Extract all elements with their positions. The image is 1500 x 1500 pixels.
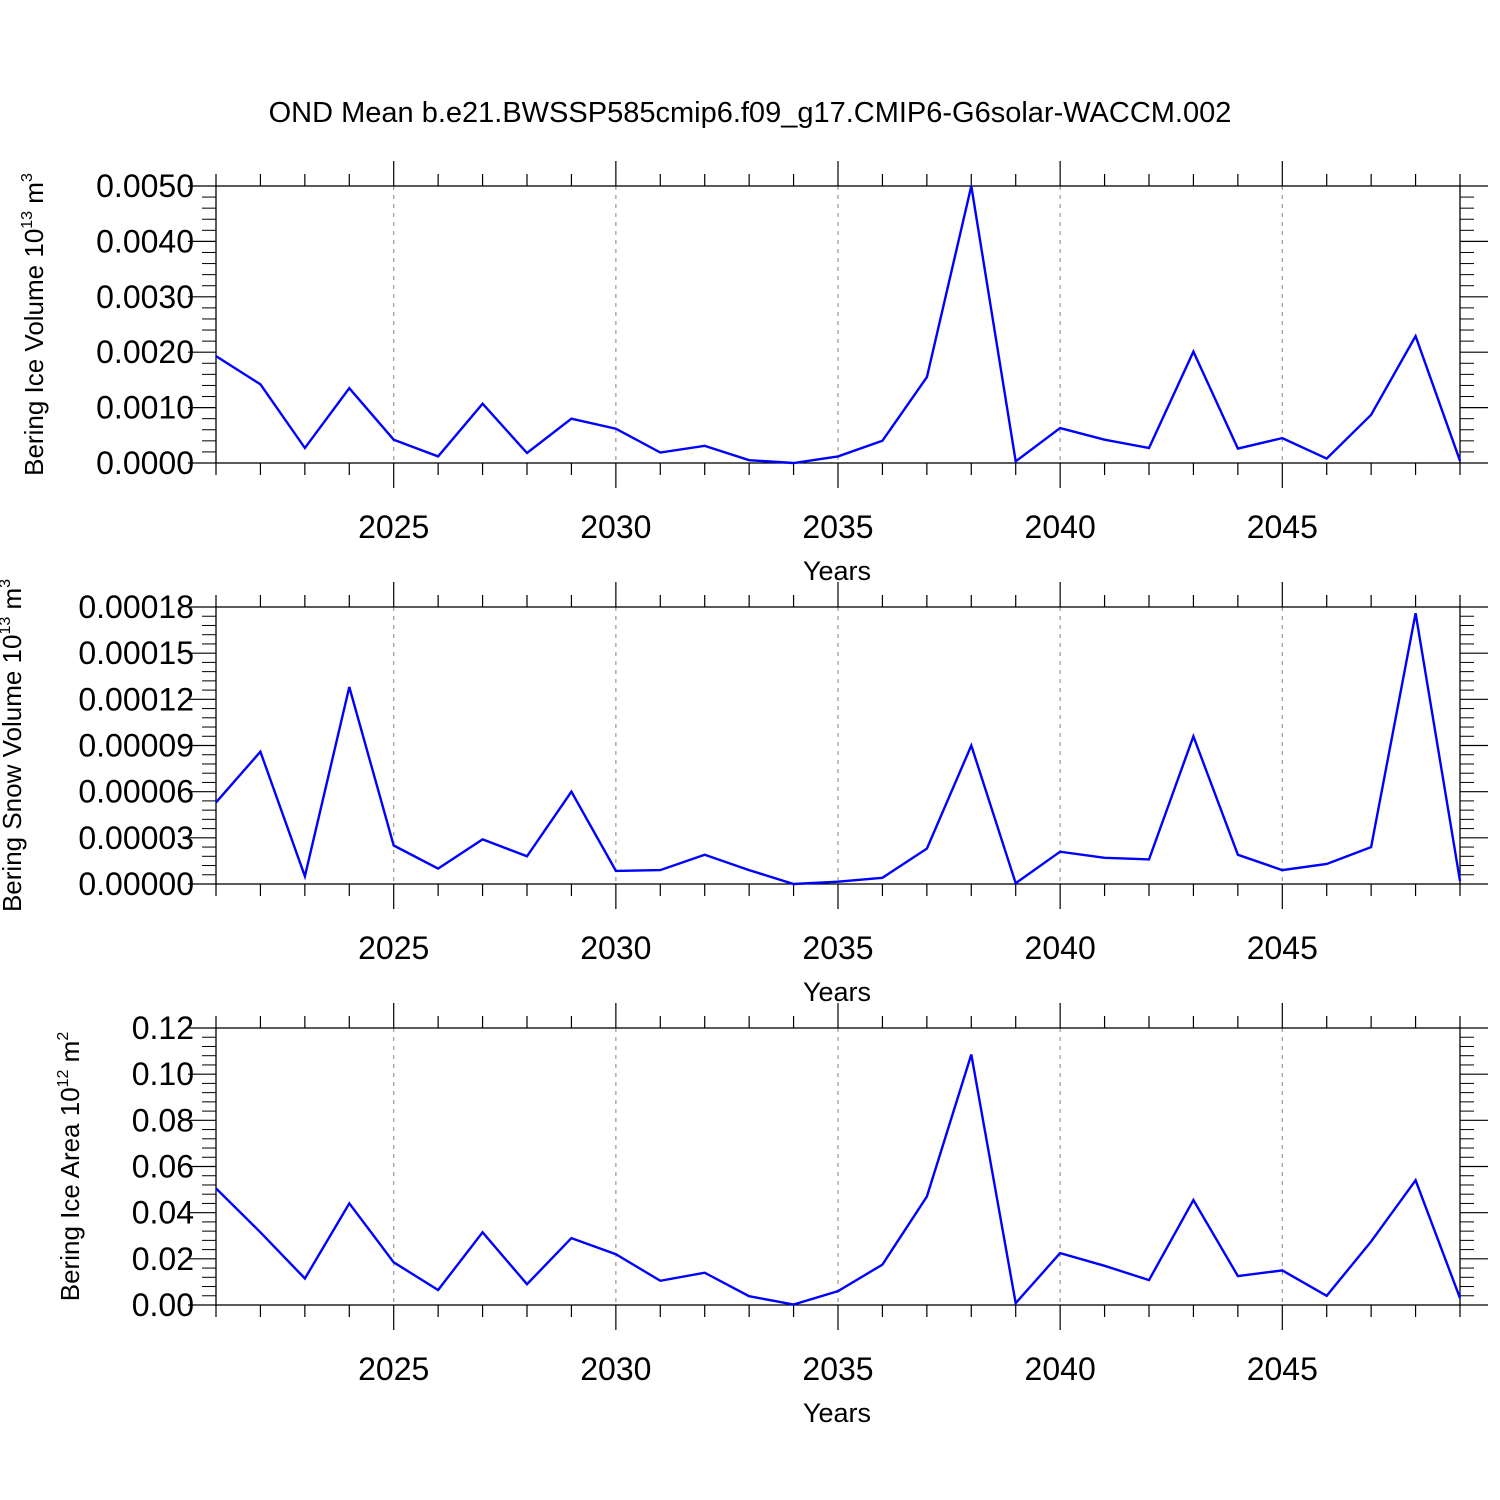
y-tick-label: 0.12 xyxy=(132,1010,194,1046)
y-axis-label: Bering Ice Area 1012 m2 xyxy=(55,1032,85,1302)
x-axis-label: Years xyxy=(803,977,871,1007)
x-axis-label: Years xyxy=(803,556,871,586)
y-tick-label: 0.00003 xyxy=(78,820,194,856)
panels: 2025 2030 2035 2040 2045 0.0000 0.0010 0.0020 0.… xyxy=(0,161,1488,1428)
y-tick-label: 0.00015 xyxy=(78,635,194,671)
x-tick-label: 2035 xyxy=(802,930,873,966)
x-tick-label: 2045 xyxy=(1247,1351,1318,1387)
figure-title: OND Mean b.e21.BWSSP585cmip6.f09_g17.CMI… xyxy=(269,97,1232,129)
y-tick-label: 0.00018 xyxy=(78,589,194,625)
panel-3: 2025 2030 2035 2040 2045 0.00 0.02 0.04 0.06 0.08… xyxy=(55,1003,1488,1428)
x-tick-label: 2040 xyxy=(1025,930,1096,966)
y-tick-label: 0.0030 xyxy=(96,279,194,315)
y-axis-label: Bering Ice Volume 1013 m3 xyxy=(19,173,49,476)
x-tick-label: 2045 xyxy=(1247,509,1318,545)
x-tick-label: 2025 xyxy=(358,1351,429,1387)
x-tick-label: 2025 xyxy=(358,509,429,545)
y-tick-label: 0.02 xyxy=(132,1241,194,1277)
y-tick-label: 0.10 xyxy=(132,1056,194,1092)
y-tick-label: 0.0050 xyxy=(96,168,194,204)
y-tick-label: 0.04 xyxy=(132,1195,194,1231)
x-tick-label: 2040 xyxy=(1025,1351,1096,1387)
y-tick-label: 0.00 xyxy=(132,1287,194,1323)
x-tick-label: 2030 xyxy=(580,509,651,545)
y-axis-label: Bering Snow Volume 1013 m3 xyxy=(0,579,27,912)
x-tick-label: 2030 xyxy=(580,930,651,966)
panel-1: 2025 2030 2035 2040 2045 0.0000 0.0010 0.0020 0.… xyxy=(19,161,1488,586)
x-tick-label: 2030 xyxy=(580,1351,651,1387)
y-tick-label: 0.0020 xyxy=(96,334,194,370)
x-tick-label: 2035 xyxy=(802,1351,873,1387)
y-tick-label: 0.06 xyxy=(132,1149,194,1185)
x-tick-label: 2045 xyxy=(1247,930,1318,966)
y-tick-label: 0.08 xyxy=(132,1102,194,1138)
x-tick-label: 2035 xyxy=(802,509,873,545)
y-tick-label: 0.0040 xyxy=(96,223,194,259)
panel-2: 2025 2030 2035 2040 2045 0.00000 0.00003 0.0000… xyxy=(0,579,1488,1007)
y-tick-label: 0.00000 xyxy=(78,866,194,902)
x-tick-label: 2040 xyxy=(1025,509,1096,545)
x-axis-label: Years xyxy=(803,1398,871,1428)
y-tick-label: 0.0010 xyxy=(96,390,194,426)
y-tick-label: 0.00012 xyxy=(78,681,194,717)
y-tick-label: 0.0000 xyxy=(96,445,194,481)
y-tick-label: 0.00006 xyxy=(78,774,194,810)
x-tick-label: 2025 xyxy=(358,930,429,966)
y-tick-label: 0.00009 xyxy=(78,728,194,764)
